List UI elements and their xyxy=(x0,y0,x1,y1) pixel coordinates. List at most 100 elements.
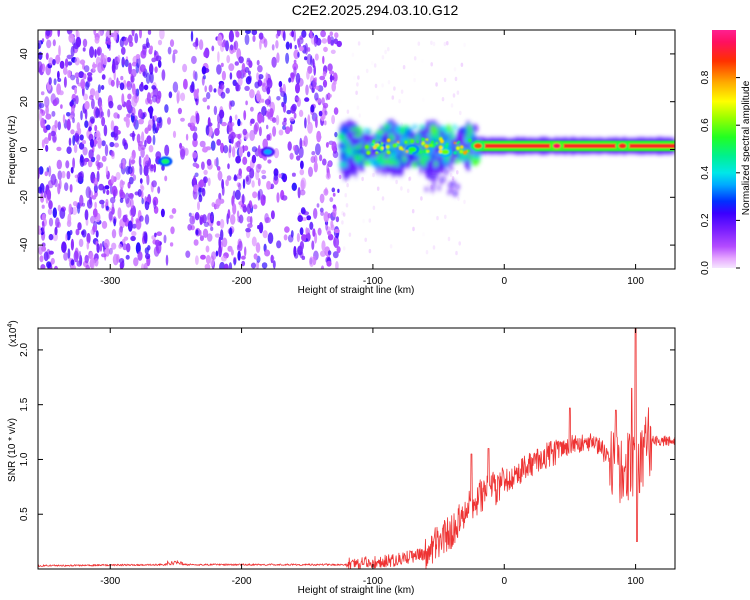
spectrogram-speckle xyxy=(251,180,255,188)
spectrogram-speckle xyxy=(82,47,86,52)
spectrogram-speckle xyxy=(140,147,145,158)
spectrogram-speckle xyxy=(331,187,336,193)
spectrogram-speckle xyxy=(213,88,217,93)
spectrogram-speckle xyxy=(38,43,41,50)
spectrogram-speckle-faint xyxy=(456,170,459,175)
signal-blob xyxy=(363,161,371,166)
spectrogram-speckle xyxy=(310,55,313,66)
spectrogram-speckle xyxy=(322,55,325,65)
spectrogram-speckle xyxy=(329,197,334,203)
spectrogram-speckle xyxy=(299,241,304,250)
spectrogram-speckle xyxy=(57,70,60,80)
spectrogram-speckle xyxy=(314,92,319,101)
signal-blob xyxy=(446,124,452,133)
spectrogram-speckle xyxy=(149,112,153,119)
spectrogram-speckle xyxy=(291,30,295,38)
spectrogram-speckle xyxy=(164,175,168,182)
signal-blob xyxy=(429,159,433,164)
spectrogram-speckle xyxy=(329,70,335,75)
spectrogram-speckle xyxy=(130,68,137,78)
spectrogram-speckle xyxy=(48,233,54,241)
spectrogram-speckle xyxy=(257,190,261,201)
spectrogram-speckle-faint xyxy=(356,82,359,87)
spectrogram-speckle xyxy=(229,122,235,127)
spectrogram-speckle xyxy=(63,252,68,261)
spectrogram-speckle xyxy=(251,236,257,247)
spectrogram-speckle xyxy=(57,204,61,212)
spectrogram-speckle-faint xyxy=(362,218,365,224)
spectrogram-speckle xyxy=(266,98,270,107)
spectrogram-speckle xyxy=(276,52,280,63)
spectrogram-speckle xyxy=(318,110,323,117)
spectrogram-speckle xyxy=(101,140,106,147)
spectrogram-speckle xyxy=(139,64,146,73)
spectrogram-speckle xyxy=(104,144,109,157)
signal-blob xyxy=(407,159,412,168)
signal-blob xyxy=(425,171,429,177)
spectrogram-speckle xyxy=(131,106,136,117)
spectrogram-speckle xyxy=(111,202,115,215)
spectrogram-speckle xyxy=(298,46,304,52)
spectrogram-speckle xyxy=(76,122,81,132)
spectrogram-speckle xyxy=(48,77,52,85)
spectrogram-speckle xyxy=(330,49,336,54)
chart-title: C2E2.2025.294.03.10.G12 xyxy=(292,2,459,18)
signal-blob xyxy=(451,181,455,187)
spectrogram-speckle xyxy=(64,58,69,68)
spectrogram-speckle xyxy=(45,144,49,152)
spectrogram-speckle xyxy=(234,114,238,121)
spectrogram-speckle xyxy=(205,254,211,265)
spectrogram-speckle xyxy=(249,167,255,179)
spectrogram-speckle xyxy=(255,242,261,253)
spectrogram-speckle xyxy=(299,189,306,196)
hotspot-dot xyxy=(457,140,461,144)
spectrogram-speckle xyxy=(327,250,332,256)
spectrogram-signal-band xyxy=(337,118,675,197)
hotspot-dot xyxy=(410,139,415,144)
spectrogram-speckle xyxy=(59,178,62,190)
spectrogram-speckle xyxy=(257,178,261,187)
spectrogram-speckle xyxy=(102,54,108,66)
spectrogram-speckle xyxy=(139,215,144,222)
spectrogram-speckle xyxy=(139,30,142,39)
spectrogram-speckle xyxy=(244,246,247,257)
spectrogram-speckle xyxy=(228,63,235,72)
spectrogram-speckle xyxy=(203,221,210,227)
spectrogram-speckle xyxy=(91,98,95,110)
spectrogram-speckle xyxy=(122,159,126,169)
spectrogram-speckle xyxy=(241,255,246,260)
hotspot-core xyxy=(263,149,272,155)
spectrogram-speckle xyxy=(100,85,105,90)
spectrogram-speckle xyxy=(41,38,45,43)
spectrogram-speckle xyxy=(253,253,258,260)
spectrogram-speckle xyxy=(203,50,207,58)
spectrogram-speckle xyxy=(282,125,286,130)
snr-frame xyxy=(37,327,676,570)
signal-blob xyxy=(351,127,360,131)
spectrogram-xtick-label: -100 xyxy=(363,276,383,287)
spectrogram-speckle xyxy=(138,108,143,119)
signal-blob xyxy=(399,126,406,135)
signal-blob xyxy=(459,153,469,162)
spectrogram-speckle xyxy=(147,106,154,114)
spectrogram-speckle xyxy=(321,97,325,106)
spectrogram-speckle xyxy=(168,91,173,99)
spectrogram-speckle xyxy=(110,175,115,184)
signal-blob xyxy=(445,169,448,175)
spectrogram-speckle xyxy=(135,242,141,255)
spectrogram-speckle xyxy=(70,74,76,81)
spectrogram-speckle xyxy=(275,40,279,49)
spectrogram-speckle xyxy=(287,141,292,151)
spectrogram-speckle xyxy=(325,94,329,101)
spectrogram-speckle-faint xyxy=(430,40,433,45)
spectrogram-speckle xyxy=(199,179,205,188)
spectrogram-speckle xyxy=(90,118,95,124)
spectrogram-speckle xyxy=(94,132,99,138)
spectrogram-speckle xyxy=(40,263,46,269)
spectrogram-speckle xyxy=(272,260,276,269)
hotspot-dot xyxy=(439,139,444,144)
spectrogram-speckle xyxy=(38,225,41,230)
hotspot-dot xyxy=(381,146,384,150)
spectrogram-speckle xyxy=(210,215,213,221)
spectrogram-speckle xyxy=(289,152,294,160)
